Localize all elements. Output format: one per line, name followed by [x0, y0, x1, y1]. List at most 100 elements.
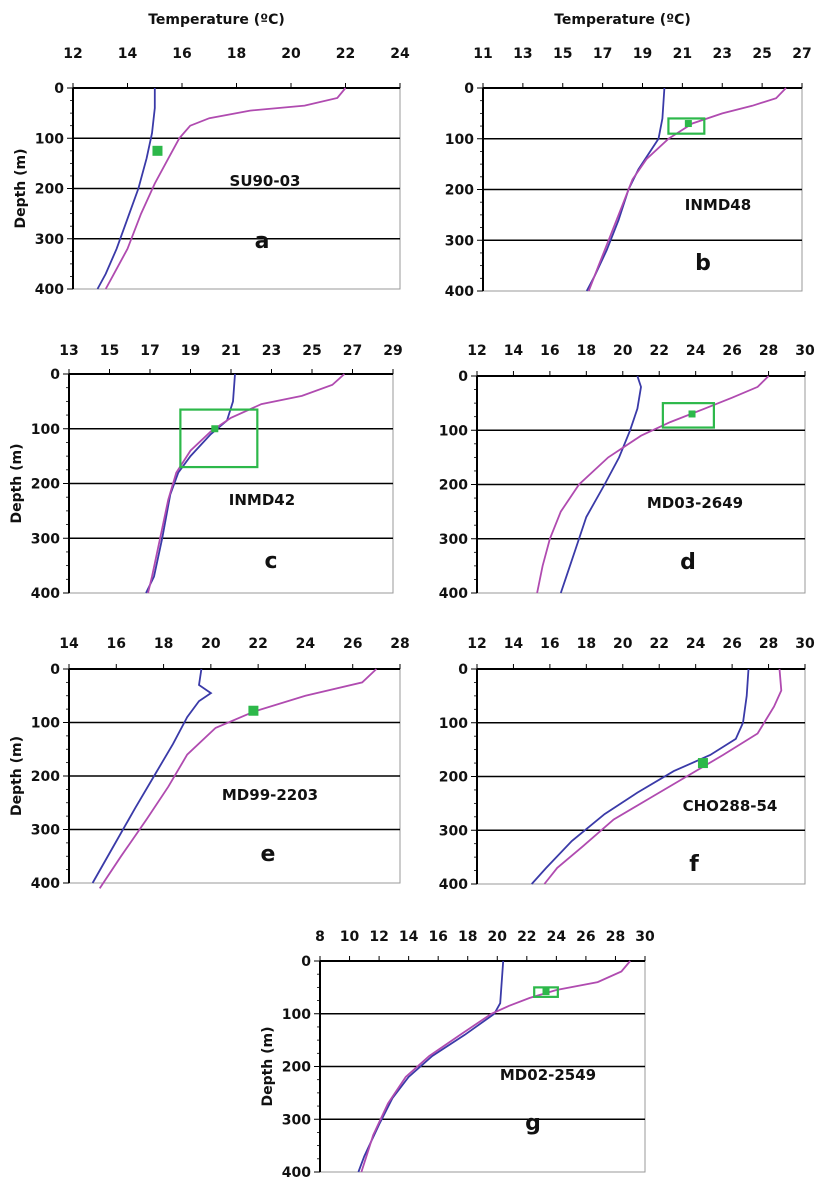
- y-tick-label: 0: [54, 81, 64, 97]
- station-label: SU90-03: [230, 172, 301, 190]
- x-tick-label: 30: [795, 636, 815, 652]
- series-line-0: [91, 668, 213, 884]
- x-tick-label: 20: [488, 929, 508, 945]
- highlight-box: [179, 408, 259, 469]
- y-tick-label: 400: [31, 586, 60, 602]
- x-tick-label: 26: [722, 636, 741, 652]
- x-tick-label: 11: [473, 46, 492, 62]
- y-tick-label: 400: [282, 1165, 311, 1181]
- x-tick-label: 18: [154, 636, 173, 652]
- series-line-1: [98, 668, 378, 889]
- y-tick-label: 400: [439, 586, 468, 602]
- x-tick-label: 24: [547, 929, 567, 945]
- y-tick-label: 400: [35, 282, 64, 298]
- series-line-1: [536, 375, 770, 594]
- panel-a: 12 14 16 18 20 22 24 0 100 200 300 400 Depth (m) Temp…: [13, 12, 410, 298]
- x-tick-label: 22: [248, 636, 267, 652]
- x-tick-label: 16: [428, 929, 447, 945]
- series-line-0: [559, 375, 642, 594]
- y-axis-label: Depth (m): [9, 736, 25, 816]
- x-tick-label: 26: [576, 929, 595, 945]
- x-tick-label: 25: [752, 46, 771, 62]
- x-tick-label: 30: [795, 343, 815, 359]
- y-tick-label: 100: [439, 716, 468, 732]
- x-tick-label: 12: [467, 636, 486, 652]
- station-label: CHO288-54: [683, 797, 778, 815]
- x-tick-label: 13: [513, 46, 532, 62]
- x-tick-label: 18: [577, 636, 596, 652]
- x-axis-title: Temperature (ºC): [148, 12, 285, 28]
- x-tick-label: 24: [296, 636, 316, 652]
- x-tick-label: 8: [315, 929, 325, 945]
- x-tick-label: 16: [540, 343, 559, 359]
- x-tick-label: 12: [467, 343, 486, 359]
- x-tick-label: 29: [383, 343, 402, 359]
- x-tick-label: 14: [118, 46, 138, 62]
- x-tick-label: 22: [649, 343, 668, 359]
- series-line-0: [531, 668, 750, 885]
- y-tick-label: 400: [31, 876, 60, 892]
- x-tick-label: 25: [302, 343, 321, 359]
- data-marker: [152, 145, 163, 156]
- highlight-box: [661, 402, 715, 429]
- x-tick-label: 14: [399, 929, 419, 945]
- y-tick-label: 200: [439, 770, 468, 786]
- x-tick-label: 10: [340, 929, 360, 945]
- station-label: MD03-2649: [647, 494, 743, 512]
- y-tick-label: 200: [282, 1060, 311, 1076]
- x-tick-label: 12: [369, 929, 388, 945]
- x-tick-label: 23: [713, 46, 732, 62]
- y-tick-label: 300: [445, 233, 474, 249]
- y-tick-label: 200: [445, 183, 474, 199]
- y-tick-label: 400: [439, 877, 468, 893]
- y-tick-label: 100: [282, 1007, 311, 1023]
- x-tick-label: 28: [759, 343, 778, 359]
- series-line-0: [96, 88, 156, 290]
- x-tick-label: 16: [107, 636, 126, 652]
- x-tick-label: 24: [390, 46, 410, 62]
- panel-letter: f: [689, 852, 699, 877]
- y-tick-label: 100: [35, 131, 64, 147]
- panel-letter: c: [264, 549, 277, 574]
- station-label: MD99-2203: [222, 786, 318, 804]
- x-tick-label: 20: [201, 636, 221, 652]
- x-tick-label: 15: [553, 46, 572, 62]
- station-label: INMD42: [229, 491, 295, 509]
- series-line-1: [360, 960, 631, 1173]
- highlight-box: [533, 986, 559, 998]
- y-tick-label: 300: [35, 232, 64, 248]
- x-tick-label: 20: [281, 46, 301, 62]
- x-tick-label: 15: [100, 343, 119, 359]
- y-tick-label: 200: [31, 477, 60, 493]
- x-tick-label: 24: [686, 343, 706, 359]
- y-tick-label: 400: [445, 284, 474, 300]
- highlight-box: [667, 117, 706, 135]
- panel-letter: d: [680, 550, 696, 575]
- y-tick-label: 200: [439, 478, 468, 494]
- y-axis-label: Depth (m): [9, 443, 25, 523]
- x-tick-label: 18: [227, 46, 246, 62]
- panel-c: 13 15 17 19 21 23 25 27 29 0 100 200 300 400 Depth (m)…: [9, 343, 403, 602]
- x-tick-label: 28: [390, 636, 409, 652]
- y-tick-label: 100: [445, 132, 474, 148]
- y-tick-label: 300: [31, 823, 60, 839]
- station-label: MD02-2549: [500, 1066, 596, 1084]
- y-tick-label: 300: [282, 1112, 311, 1128]
- series-line-1: [587, 87, 787, 292]
- series-line-1: [147, 373, 346, 594]
- series-line-1: [104, 87, 347, 290]
- x-tick-label: 19: [181, 343, 200, 359]
- data-marker: [248, 705, 259, 716]
- x-tick-label: 22: [649, 636, 668, 652]
- x-tick-label: 17: [593, 46, 612, 62]
- x-tick-label: 27: [792, 46, 811, 62]
- panel-letter: g: [525, 1111, 541, 1136]
- data-marker: [688, 410, 696, 418]
- data-marker: [697, 758, 708, 769]
- x-tick-label: 28: [759, 636, 778, 652]
- y-tick-label: 100: [31, 716, 60, 732]
- x-tick-label: 14: [504, 343, 524, 359]
- x-tick-label: 12: [63, 46, 82, 62]
- x-tick-label: 17: [140, 343, 159, 359]
